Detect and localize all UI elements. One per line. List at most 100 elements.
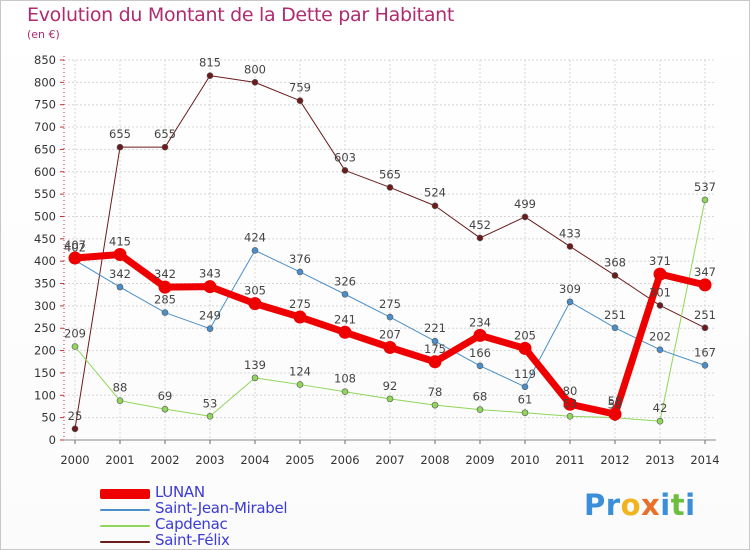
- data-point: [338, 325, 352, 339]
- data-label: 69: [158, 389, 173, 403]
- data-point: [563, 397, 577, 411]
- data-point: [206, 72, 214, 79]
- unit-label: (en €): [27, 28, 60, 41]
- data-label: 205: [514, 328, 536, 342]
- data-label: 209: [64, 327, 86, 341]
- data-label: 124: [289, 365, 311, 379]
- data-point: [476, 362, 484, 370]
- data-point: [206, 325, 214, 332]
- data-label: 167: [694, 345, 716, 359]
- data-label: 251: [694, 308, 716, 322]
- data-point: [701, 324, 709, 332]
- data-label: 655: [109, 127, 131, 141]
- data-point: [701, 362, 709, 369]
- x-tick-label: 2005: [285, 453, 314, 467]
- data-point: [71, 425, 79, 433]
- data-label: 275: [289, 297, 311, 311]
- data-point: [656, 302, 664, 309]
- data-point: [251, 374, 259, 382]
- data-label: 452: [469, 218, 491, 232]
- data-point: [473, 328, 487, 342]
- x-tick-label: 2008: [420, 453, 449, 467]
- y-tick-label: 850: [34, 53, 56, 67]
- data-point: [251, 247, 259, 254]
- data-label: 275: [379, 297, 401, 311]
- x-tick-label: 2002: [150, 453, 179, 467]
- x-tick-label: 2004: [240, 453, 269, 467]
- data-label: 202: [649, 330, 671, 344]
- data-point: [71, 343, 79, 350]
- data-point: [608, 407, 622, 421]
- y-tick-label: 200: [34, 344, 56, 358]
- logo-letter: x: [641, 488, 661, 522]
- data-label: 371: [649, 254, 671, 268]
- x-tick-label: 2014: [690, 453, 719, 467]
- data-label: 234: [469, 315, 491, 329]
- data-point: [158, 280, 172, 294]
- legend-swatch: [100, 489, 150, 499]
- legend-label: Capdenac: [155, 515, 228, 533]
- data-label: 537: [694, 180, 716, 194]
- data-label: 80: [563, 384, 578, 398]
- data-label: 342: [109, 267, 131, 281]
- x-tick-label: 2013: [645, 453, 674, 467]
- y-tick-label: 350: [34, 277, 56, 291]
- data-label: 285: [154, 293, 176, 307]
- data-point: [248, 297, 262, 311]
- data-label: 800: [244, 62, 266, 76]
- logo-letter: r: [605, 488, 621, 522]
- data-label: 166: [469, 346, 491, 360]
- x-tick-label: 2003: [195, 453, 224, 467]
- data-point: [611, 324, 619, 332]
- y-tick-label: 0: [49, 433, 56, 447]
- y-tick-label: 500: [34, 209, 56, 223]
- data-label: 368: [604, 255, 626, 269]
- data-label: 301: [649, 285, 671, 299]
- data-point: [521, 383, 529, 391]
- data-label: 42: [653, 401, 668, 415]
- data-label: 119: [514, 367, 536, 381]
- data-point: [521, 213, 529, 221]
- data-point: [566, 413, 574, 420]
- data-point: [68, 251, 82, 265]
- data-point: [566, 243, 574, 250]
- data-point: [386, 395, 394, 403]
- legend-label: Saint-Félix: [155, 531, 230, 549]
- data-label: 221: [424, 321, 446, 335]
- data-point: [203, 280, 217, 294]
- y-tick-label: 50: [41, 411, 56, 425]
- data-label: 326: [334, 274, 356, 288]
- data-label: 565: [379, 167, 401, 181]
- data-label: 175: [424, 342, 446, 356]
- data-label: 68: [473, 390, 488, 404]
- x-tick-label: 2009: [465, 453, 494, 467]
- data-point: [116, 143, 124, 151]
- y-tick-label: 550: [34, 187, 56, 201]
- legend-label: Saint-Jean-Mirabel: [155, 499, 288, 517]
- x-tick-label: 2000: [60, 453, 89, 467]
- data-label: 58: [608, 394, 623, 408]
- data-point: [161, 405, 169, 413]
- y-tick-label: 600: [34, 165, 56, 179]
- data-point: [656, 346, 664, 353]
- x-tick-label: 2001: [105, 453, 134, 467]
- y-tick-label: 400: [34, 254, 56, 268]
- data-label: 655: [154, 127, 176, 141]
- data-label: 53: [203, 396, 218, 410]
- data-label: 347: [694, 265, 716, 279]
- data-point: [113, 247, 127, 261]
- logo-letter: P: [584, 488, 606, 522]
- y-tick-label: 450: [34, 232, 56, 246]
- data-label: 50: [608, 398, 623, 412]
- data-label: 251: [604, 308, 626, 322]
- data-point: [431, 202, 439, 210]
- data-point: [341, 167, 349, 174]
- data-point: [431, 401, 439, 409]
- y-tick-label: 100: [34, 388, 56, 402]
- data-label: 25: [68, 409, 83, 423]
- legend-label: LUNAN: [155, 483, 205, 501]
- y-tick-label: 300: [34, 299, 56, 313]
- data-point: [698, 278, 712, 292]
- data-label: 241: [334, 312, 356, 326]
